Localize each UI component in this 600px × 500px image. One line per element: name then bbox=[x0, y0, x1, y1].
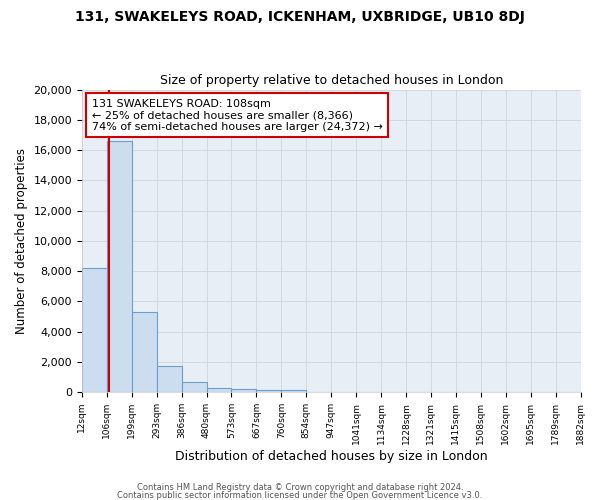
Text: 131, SWAKELEYS ROAD, ICKENHAM, UXBRIDGE, UB10 8DJ: 131, SWAKELEYS ROAD, ICKENHAM, UXBRIDGE,… bbox=[75, 10, 525, 24]
Bar bbox=[132, 312, 157, 392]
Text: Contains HM Land Registry data © Crown copyright and database right 2024.: Contains HM Land Registry data © Crown c… bbox=[137, 484, 463, 492]
Bar bbox=[157, 366, 182, 392]
Title: Size of property relative to detached houses in London: Size of property relative to detached ho… bbox=[160, 74, 503, 87]
Bar bbox=[281, 390, 306, 392]
Bar bbox=[107, 141, 132, 392]
Bar bbox=[82, 268, 107, 392]
Y-axis label: Number of detached properties: Number of detached properties bbox=[15, 148, 28, 334]
Bar bbox=[206, 388, 232, 392]
Bar bbox=[256, 390, 281, 392]
X-axis label: Distribution of detached houses by size in London: Distribution of detached houses by size … bbox=[175, 450, 488, 462]
Text: 131 SWAKELEYS ROAD: 108sqm
← 25% of detached houses are smaller (8,366)
74% of s: 131 SWAKELEYS ROAD: 108sqm ← 25% of deta… bbox=[92, 98, 383, 132]
Text: Contains public sector information licensed under the Open Government Licence v3: Contains public sector information licen… bbox=[118, 490, 482, 500]
Bar bbox=[232, 389, 256, 392]
Bar bbox=[182, 382, 206, 392]
